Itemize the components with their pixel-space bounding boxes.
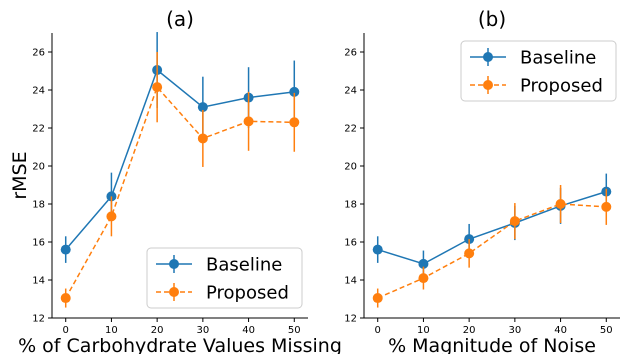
y-axis-label: rMSE bbox=[9, 151, 31, 199]
y-tick-label: 16 bbox=[344, 238, 357, 249]
data-point bbox=[243, 116, 254, 127]
legend-entry-baseline: Baseline bbox=[156, 255, 282, 276]
data-point bbox=[601, 201, 612, 212]
legend-marker bbox=[483, 80, 493, 90]
chart-title: (b) bbox=[478, 7, 506, 31]
x-tick-label: 0 bbox=[63, 325, 69, 336]
y-tick-label: 20 bbox=[344, 162, 357, 173]
legend-entry-proposed: Proposed bbox=[156, 283, 289, 304]
y-tick-label: 24 bbox=[32, 86, 45, 97]
data-point bbox=[289, 86, 300, 97]
x-tick-label: 30 bbox=[196, 325, 209, 336]
x-tick-label: 0 bbox=[375, 325, 381, 336]
x-tick-label: 50 bbox=[288, 325, 301, 336]
series-proposed bbox=[372, 185, 612, 308]
legend-marker bbox=[169, 259, 179, 269]
y-tick-label: 26 bbox=[32, 48, 45, 59]
y-tick-label: 12 bbox=[344, 314, 357, 325]
data-point bbox=[289, 117, 300, 128]
x-tick-label: 40 bbox=[554, 325, 567, 336]
legend-entry-baseline: Baseline bbox=[470, 48, 596, 69]
data-point bbox=[197, 102, 208, 113]
y-tick-label: 16 bbox=[32, 238, 45, 249]
series-baseline bbox=[372, 173, 612, 278]
data-point bbox=[372, 293, 383, 304]
y-tick-label: 12 bbox=[32, 314, 45, 325]
legend: Baseline Proposed bbox=[146, 247, 303, 309]
data-point bbox=[555, 199, 566, 209]
y-tick-label: 26 bbox=[344, 48, 357, 59]
legend-box bbox=[460, 40, 617, 102]
data-point bbox=[372, 244, 383, 255]
legend-label: Proposed bbox=[520, 76, 603, 97]
series-line bbox=[65, 85, 295, 299]
data-point bbox=[418, 258, 429, 269]
series-line bbox=[377, 203, 607, 299]
x-tick-label: 10 bbox=[105, 325, 118, 336]
y-tick-label: 22 bbox=[32, 124, 45, 135]
x-tick-label: 30 bbox=[508, 325, 521, 336]
series-proposed bbox=[60, 52, 300, 308]
series-baseline bbox=[60, 32, 300, 263]
x-axis-label: % of Carbohydrate Values Missing bbox=[18, 335, 342, 354]
series-line bbox=[65, 68, 295, 251]
legend: Baseline Proposed bbox=[460, 40, 617, 102]
legend-label: Baseline bbox=[206, 255, 282, 276]
data-point bbox=[197, 133, 208, 144]
data-point bbox=[509, 216, 520, 227]
data-point bbox=[60, 293, 71, 304]
panel-b: (b) 12 14 16 18 20 22 24 26 0 10 20 30 40 50 % Magnitud… bbox=[344, 7, 620, 354]
series-line bbox=[377, 190, 607, 265]
y-tick-label: 18 bbox=[344, 200, 357, 211]
legend-marker bbox=[169, 287, 179, 297]
x-axis-label: % Magnitude of Noise bbox=[388, 335, 596, 354]
panel-a: (a) 12 14 16 18 20 22 24 26 0 10 20 30 40 50% of Carbo… bbox=[9, 7, 342, 354]
x-tick-label: 50 bbox=[600, 325, 613, 336]
y-tick-label: 14 bbox=[32, 276, 45, 287]
x-tick-label: 10 bbox=[417, 325, 430, 336]
legend-label: Baseline bbox=[520, 48, 596, 69]
y-tick-label: 18 bbox=[32, 200, 45, 211]
data-point bbox=[464, 248, 475, 259]
data-point bbox=[418, 273, 429, 284]
y-tick-label: 22 bbox=[344, 124, 357, 135]
legend-box bbox=[146, 247, 303, 309]
y-tick-label: 20 bbox=[32, 162, 45, 173]
x-tick-label: 40 bbox=[242, 325, 255, 336]
data-point bbox=[60, 244, 71, 255]
y-tick-label: 24 bbox=[344, 86, 357, 97]
legend-marker bbox=[483, 52, 493, 62]
x-tick-label: 20 bbox=[151, 325, 164, 336]
data-point bbox=[152, 82, 163, 93]
data-point bbox=[106, 211, 117, 222]
x-tick-label: 20 bbox=[463, 325, 476, 336]
chart-title: (a) bbox=[166, 7, 194, 31]
y-tick-label: 14 bbox=[344, 276, 357, 287]
legend-entry-proposed: Proposed bbox=[470, 76, 603, 97]
legend-label: Proposed bbox=[206, 283, 289, 304]
